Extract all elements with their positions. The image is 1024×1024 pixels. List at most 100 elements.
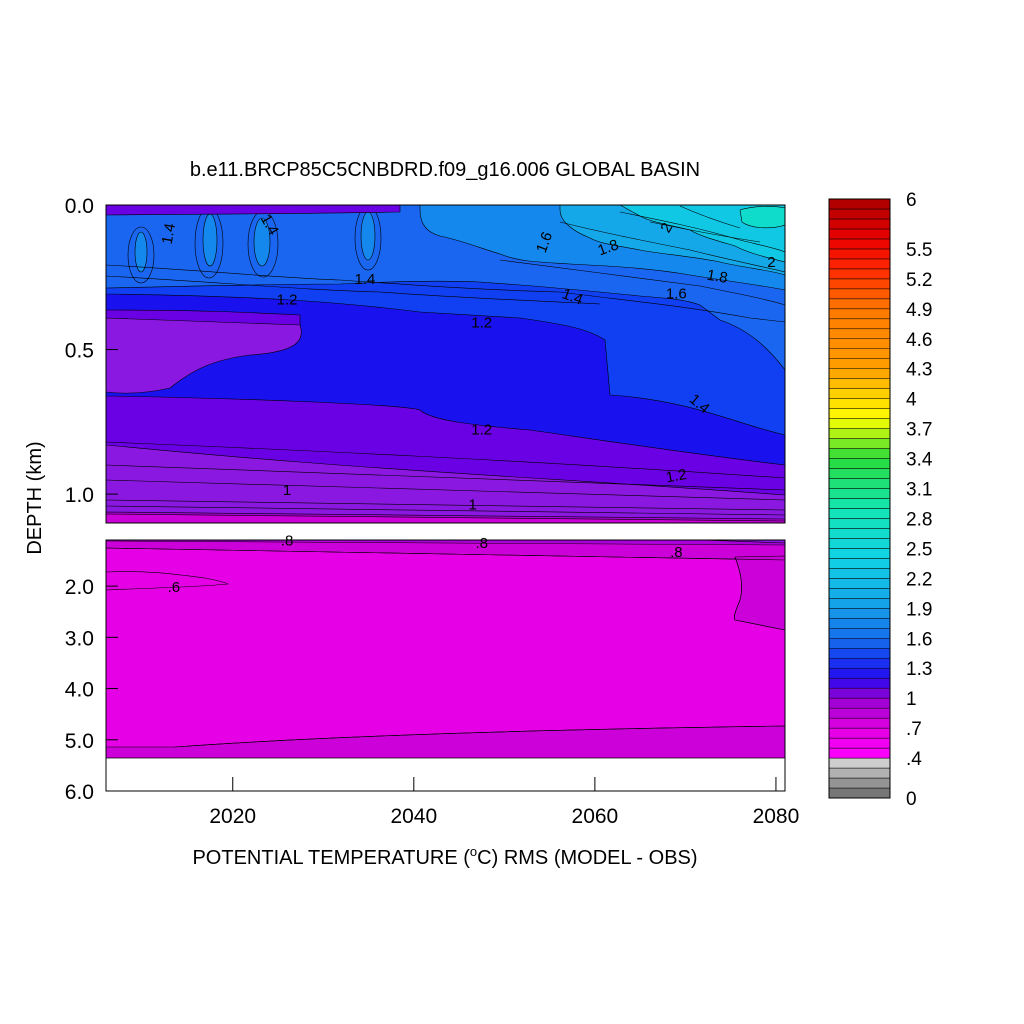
contour-label-6: 1.2: [665, 466, 688, 486]
contour-line-2-0-b: [649, 221, 761, 243]
colorbar-box-14: [828, 648, 891, 659]
contour-label-14: 1.4: [560, 285, 585, 308]
lower-field-0-8-east: [733, 555, 785, 631]
colorbar-label-0: 0: [906, 789, 917, 810]
colorbar-box-53: [828, 258, 891, 270]
y-tick-label-lower-1: 3.0: [65, 627, 94, 650]
colorbar-box-17: [828, 618, 891, 629]
contour-line-1-8-a: [559, 221, 785, 273]
colorbar-box-16: [828, 628, 891, 639]
colorbar-label-10: 3.1: [906, 480, 932, 501]
colorbar-box-18: [828, 608, 891, 619]
colorbar-box-46: [828, 328, 891, 340]
colorbar-box-32: [828, 468, 891, 479]
colorbar-label-12: 3.7: [906, 420, 932, 441]
colorbar-box-52: [828, 268, 891, 280]
colorbar-label-17: 5.2: [906, 270, 932, 291]
upper-panel: [105, 204, 786, 524]
colorbar-box-34: [828, 448, 891, 459]
lower-field-0-9-strip: [106, 540, 785, 546]
colorbar-box-44: [828, 348, 891, 359]
colorbar-box-21: [828, 578, 891, 589]
colorbar-box-4: [828, 747, 891, 759]
colorbar-label-11: 3.4: [906, 450, 933, 471]
contour-line-1-6-a: [499, 259, 785, 306]
colorbar-frame: [828, 198, 891, 799]
axes: 2020 2040 2060 2080 0.0 0.5 1.0 2.0 3.0 4.0 5.0 6.0: [65, 195, 800, 828]
colorbar-label-7: 2.2: [906, 569, 932, 590]
y-tick-label-lower-2: 4.0: [65, 679, 94, 702]
colorbar-label-16: 4.9: [906, 300, 932, 321]
lower-no-data-region: [106, 758, 785, 791]
lower-contour-0-7-bottom: [174, 725, 785, 748]
colorbar-box-48: [828, 308, 891, 320]
colorbar-box-20: [828, 588, 891, 599]
colorbar-box-31: [828, 478, 891, 489]
contour-label-10: 1.8: [596, 236, 621, 259]
colorbar-box-12: [828, 667, 891, 679]
colorbar-box-30: [828, 488, 891, 499]
contour-label-8: 1: [468, 497, 476, 514]
lower-contour-0-8-east: [733, 556, 785, 631]
colorbar-box-58: [828, 208, 891, 220]
colorbar-box-38: [828, 408, 891, 419]
y-tick-label-lower-0: 2.0: [65, 576, 94, 599]
y-tick-label-lower-4: 6.0: [65, 781, 94, 804]
colorbar-box-24: [828, 548, 891, 559]
colorbar-box-54: [828, 248, 891, 260]
colorbar-box-51: [828, 278, 891, 290]
lower-contour-0-6: [106, 571, 229, 591]
x-axis-label-degree: o: [470, 844, 477, 859]
colorbar-box-8: [828, 707, 891, 719]
colorbar-box-0: [828, 787, 891, 799]
contour-line-1-4-a: [106, 264, 785, 323]
colorbar-box-27: [828, 518, 891, 529]
colorbar-label-6: 1.9: [906, 599, 932, 620]
contour-label-4: 1.2: [471, 314, 492, 331]
colorbar-box-2: [828, 767, 891, 779]
colorbar-box-36: [828, 428, 891, 439]
contour-label-0: 1.4: [159, 222, 179, 245]
contour-line-1-4-b: [106, 275, 601, 305]
field-1-1-tongue: [106, 317, 302, 394]
colorbar-label-3: 1: [906, 689, 917, 710]
contour-label-16: 2: [767, 254, 775, 271]
colorbar-label-8: 2.5: [906, 539, 932, 560]
lower-panel: [105, 539, 786, 792]
colorbar-box-37: [828, 418, 891, 429]
anomaly-cell-1-core: [134, 231, 148, 273]
colorbar-box-35: [828, 438, 891, 449]
y-tick-label-upper-1: 0.5: [65, 340, 94, 363]
x-axis-label: POTENTIAL TEMPERATURE (oC) RMS (MODEL - …: [192, 844, 697, 869]
contour-line-2-0-c: [679, 205, 741, 229]
contour-line-1-0-a: [106, 479, 785, 501]
lower-panel-frame: [105, 539, 786, 792]
colorbar-box-41: [828, 378, 891, 389]
colorbar-box-29: [828, 498, 891, 509]
upper-panel-frame: [105, 204, 786, 524]
colorbar-box-59: [828, 198, 891, 210]
lower-field-base: [106, 540, 785, 758]
colorbar-box-10: [828, 687, 891, 699]
contour-label-12: 1.8: [705, 267, 728, 287]
colorbar-box-28: [828, 508, 891, 519]
colorbar-box-5: [828, 737, 891, 749]
colorbar-label-19: 6: [906, 190, 917, 211]
colorbar-box-47: [828, 318, 891, 330]
colorbar-box-42: [828, 368, 891, 379]
surface-strip: [106, 205, 401, 216]
colorbar-label-1: .4: [906, 749, 922, 770]
contour-label-19: .8: [670, 544, 683, 561]
x-axis-label-part-1: POTENTIAL TEMPERATURE (: [192, 847, 470, 869]
x-tick-label-2040: 2040: [390, 805, 437, 828]
anomaly-cell-2-core: [202, 213, 218, 267]
colorbar-label-18: 5.5: [906, 240, 932, 261]
contour-label-9: 1.6: [533, 230, 556, 255]
y-tick-label-upper-0: 0.0: [65, 195, 94, 218]
colorbar-box-6: [828, 727, 891, 739]
colorbar-box-56: [828, 228, 891, 240]
y-tick-label-upper-2: 1.0: [65, 484, 94, 507]
colorbar-box-1: [828, 777, 891, 789]
contour-label-2: 1.4: [354, 271, 375, 288]
